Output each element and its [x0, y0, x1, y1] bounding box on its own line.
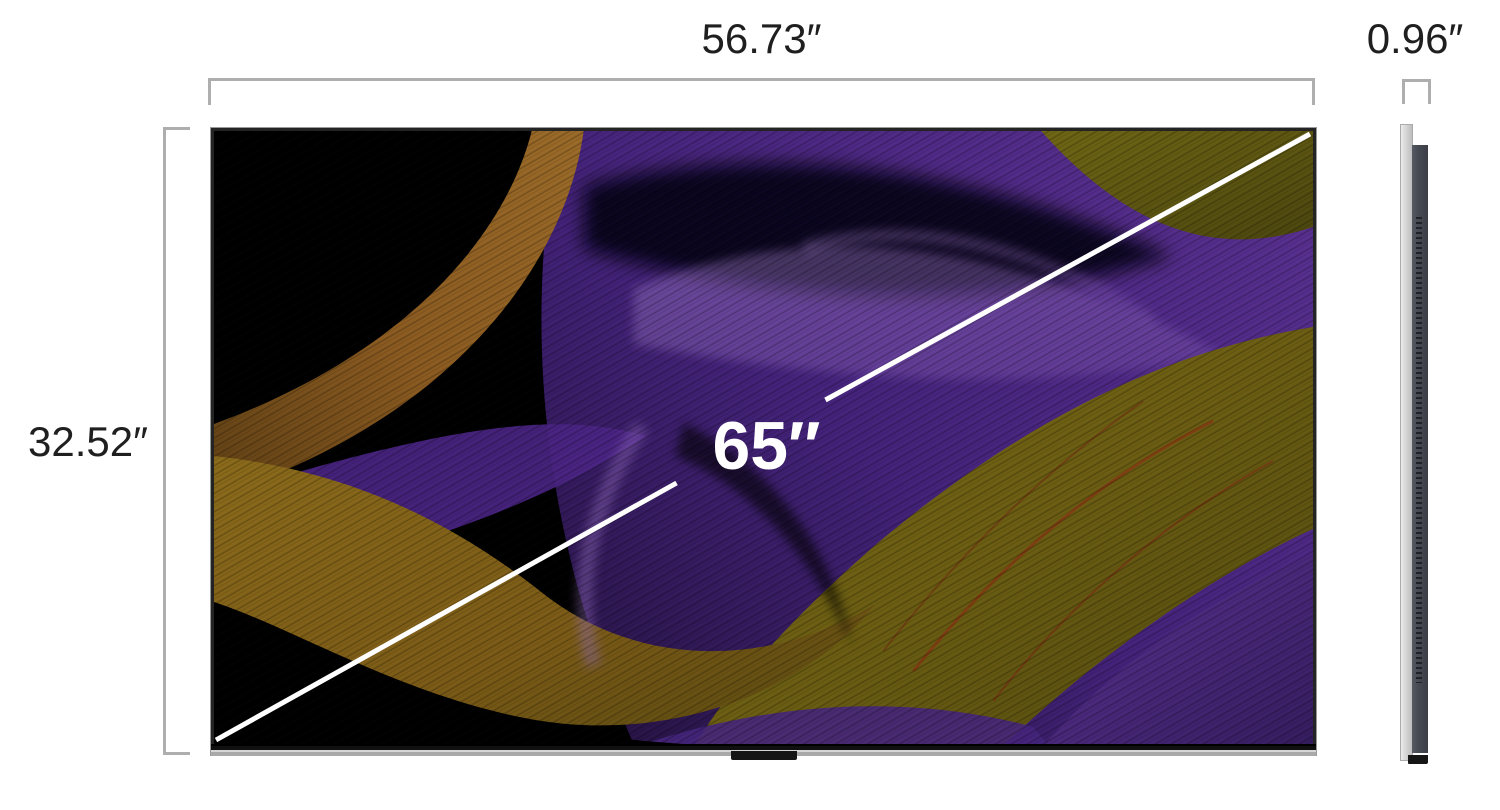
tv-screen: 65″ [214, 131, 1313, 744]
height-dimension-label: 32.52″ [28, 418, 148, 465]
tv-bottom-edge [211, 744, 1316, 756]
side-panel-foot [1408, 755, 1428, 764]
tv-side-view [1400, 124, 1428, 764]
depth-dimension-bracket [1402, 79, 1431, 104]
depth-dimension-label: 0.96″ [1366, 15, 1464, 62]
screen-wallpaper-art: 65″ [214, 131, 1313, 744]
side-vent-dots [1416, 217, 1422, 683]
height-dimension-bracket [163, 127, 190, 755]
diagonal-size-label: 65″ [712, 408, 820, 484]
side-panel-back [1412, 145, 1428, 753]
tv-front-view: 65″ [210, 127, 1317, 760]
width-dimension-label: 56.73″ [701, 15, 822, 62]
tv-logo-puck [730, 751, 797, 760]
width-dimension-bracket [208, 78, 1315, 105]
diagonal-measurement-line [214, 131, 1312, 743]
